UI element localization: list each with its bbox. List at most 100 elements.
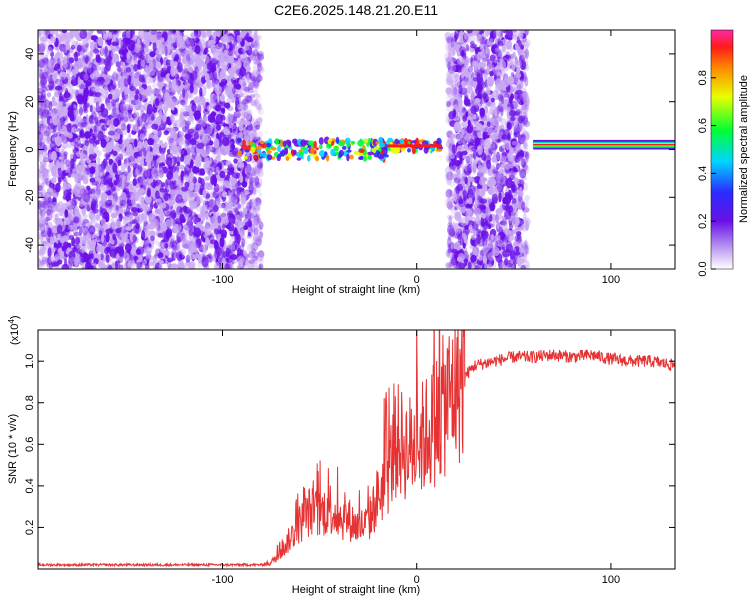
noise-blob: [142, 223, 149, 230]
noise-blob: [64, 234, 69, 243]
noise-blob: [247, 218, 252, 228]
noise-blob: [147, 137, 154, 146]
noise-blob: [70, 173, 78, 178]
noise-blob: [253, 178, 257, 185]
noise-blob: [180, 121, 186, 128]
noise-blob: [38, 190, 41, 196]
noise-blob: [74, 206, 79, 215]
noise-blob: [73, 216, 80, 224]
noise-blob: [109, 89, 115, 95]
noise-blob: [124, 252, 130, 262]
noise-blob: [124, 95, 132, 103]
noise-blob: [46, 213, 53, 221]
noise-blob: [57, 259, 63, 265]
noise-blob: [206, 50, 211, 55]
noise-blob: [258, 102, 262, 109]
noise-blob: [119, 257, 123, 262]
noise-blob: [65, 113, 69, 122]
noise-blob: [40, 160, 47, 167]
noise-blob: [69, 234, 75, 240]
noise-blob: [44, 39, 51, 48]
noise-blob: [255, 220, 261, 229]
noise-blob: [258, 250, 265, 258]
noise-blob: [253, 251, 260, 259]
noise-blob: [41, 59, 48, 70]
noise-blob: [184, 164, 192, 175]
noise-blob: [257, 250, 265, 262]
noise-blob: [178, 182, 183, 188]
noise-blob: [230, 254, 238, 260]
noise-blob: [133, 72, 141, 79]
noise-blob: [145, 32, 150, 38]
noise-blob: [132, 211, 139, 217]
noise-blob: [89, 96, 95, 106]
noise-blob: [38, 119, 45, 127]
noise-blob: [43, 200, 47, 210]
noise-blob: [38, 232, 42, 240]
noise-blob: [197, 262, 203, 269]
noise-blob: [129, 253, 133, 265]
noise-blob: [38, 108, 47, 116]
noise-blob: [60, 106, 68, 117]
noise-blob: [41, 121, 47, 130]
noise-blob: [152, 107, 158, 113]
noise-blob: [38, 187, 41, 194]
noise-blob: [111, 30, 116, 35]
noise-blob: [41, 86, 48, 93]
noise-blob: [65, 161, 72, 169]
noise-blob: [69, 256, 76, 266]
noise-blob: [254, 37, 259, 47]
noise-blob: [49, 162, 54, 168]
noise-blob: [205, 144, 213, 152]
noise-blob: [164, 40, 172, 48]
noise-blob: [250, 94, 254, 101]
noise-blob: [147, 84, 152, 96]
noise-blob: [234, 207, 239, 217]
noise-blob: [40, 259, 45, 267]
noise-blob: [213, 183, 220, 193]
noise-blob: [159, 140, 164, 146]
noise-blob: [156, 227, 163, 235]
noise-blob: [132, 260, 136, 267]
noise-blob: [127, 260, 136, 265]
noise-blob: [248, 259, 256, 264]
noise-blob: [133, 256, 139, 261]
noise-blob: [253, 215, 260, 226]
noise-blob: [211, 159, 218, 169]
noise-blob: [52, 233, 59, 239]
noise-blob: [184, 262, 188, 269]
noise-blob: [43, 206, 51, 214]
noise-blob: [238, 122, 244, 132]
noise-blob: [219, 184, 226, 193]
noise-blob: [167, 260, 172, 269]
noise-blob: [214, 104, 222, 112]
noise-blob: [205, 143, 209, 150]
noise-blob: [111, 41, 119, 47]
noise-blob: [252, 89, 258, 96]
noise-blob: [189, 190, 195, 198]
noise-blob: [255, 124, 261, 130]
noise-blob: [189, 203, 194, 211]
noise-blob: [223, 102, 231, 109]
noise-blob: [110, 212, 118, 219]
noise-blob: [38, 223, 41, 231]
noise-blob: [100, 192, 108, 203]
noise-blob: [124, 226, 132, 231]
noise-blob: [38, 180, 41, 190]
noise-blob: [38, 168, 43, 176]
noise-blob: [112, 150, 118, 157]
noise-blob: [113, 142, 120, 149]
noise-blob: [231, 207, 236, 213]
noise-blob: [237, 255, 245, 265]
noise-blob: [249, 252, 257, 263]
noise-blob: [44, 153, 51, 161]
noise-blob: [252, 167, 261, 178]
noise-blob: [201, 256, 209, 268]
noise-blob: [225, 31, 229, 41]
noise-blob: [38, 58, 45, 67]
noise-blob: [40, 201, 46, 209]
noise-blob: [40, 127, 47, 137]
noise-blob: [242, 207, 248, 215]
noise-blob: [46, 202, 51, 212]
noise-blob: [180, 154, 185, 162]
